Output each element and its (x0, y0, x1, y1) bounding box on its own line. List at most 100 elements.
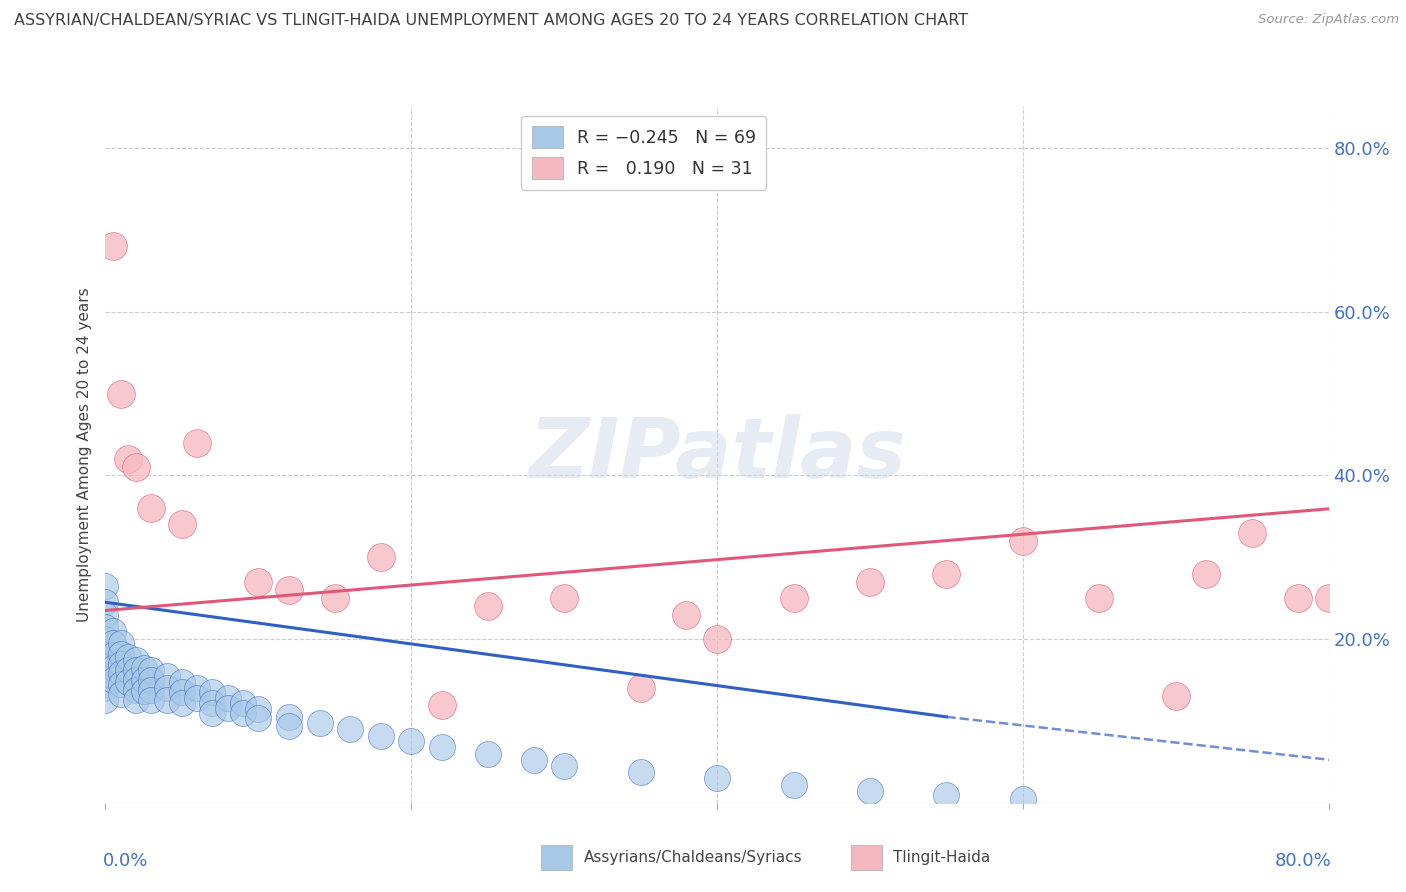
Point (217, 691, 239, 706)
Point (706, 771, 728, 785)
Point (201, 696, 224, 710)
Point (1241, 525, 1264, 540)
Point (278, 582, 301, 597)
Point (101, 624, 124, 638)
Point (1195, 566, 1218, 581)
Text: 80.0%: 80.0% (1274, 852, 1331, 870)
Point (1164, 690, 1187, 704)
Y-axis label: Unemployment Among Ages 20 to 24 years: Unemployment Among Ages 20 to 24 years (76, 287, 91, 623)
Point (110, 636, 132, 650)
Point (94, 644, 117, 658)
Text: ASSYRIAN/CHALDEAN/SYRIAC VS TLINGIT-HAIDA UNEMPLOYMENT AMONG AGES 20 TO 24 YEARS: ASSYRIAN/CHALDEAN/SYRIAC VS TLINGIT-HAID… (14, 13, 969, 29)
Point (1317, 591, 1340, 606)
Point (170, 517, 193, 532)
Text: Source: ZipAtlas.com: Source: ZipAtlas.com (1258, 13, 1399, 27)
Point (94, 595, 117, 609)
Text: Assyrians/Chaldeans/Syriacs: Assyrians/Chaldeans/Syriacs (583, 850, 801, 864)
Point (110, 687, 132, 701)
Point (141, 501, 163, 516)
Point (278, 710, 301, 724)
Point (117, 663, 139, 677)
Point (247, 711, 270, 725)
Point (94, 632, 117, 646)
Point (110, 657, 132, 671)
Point (141, 693, 163, 707)
Point (125, 652, 148, 666)
Point (232, 696, 254, 710)
Point (247, 574, 270, 589)
Point (101, 661, 124, 675)
Point (935, 566, 957, 581)
Point (101, 239, 124, 253)
Point (94, 693, 117, 707)
Point (101, 648, 124, 663)
Point (110, 677, 132, 691)
Point (132, 673, 155, 687)
Point (706, 632, 728, 646)
Point (553, 591, 575, 606)
Point (430, 740, 453, 755)
Point (553, 759, 575, 773)
Point (125, 460, 148, 475)
Point (1348, 574, 1371, 589)
Point (170, 696, 193, 710)
Point (370, 550, 392, 565)
Point (117, 674, 139, 689)
Point (155, 692, 177, 706)
Point (132, 684, 155, 698)
Point (101, 673, 124, 687)
Point (94, 657, 117, 671)
Point (141, 673, 163, 687)
Point (782, 591, 804, 606)
Point (117, 452, 139, 467)
Point (630, 764, 652, 779)
Point (308, 715, 330, 730)
Point (247, 701, 270, 715)
Point (132, 661, 155, 675)
Point (477, 599, 499, 614)
Point (170, 685, 193, 699)
Point (110, 386, 132, 401)
Point (430, 698, 453, 712)
Point (1011, 791, 1033, 805)
Point (1011, 533, 1033, 548)
Point (782, 778, 804, 792)
Point (94, 681, 117, 696)
Point (859, 574, 882, 589)
Point (201, 706, 224, 720)
Point (125, 663, 148, 677)
Point (401, 734, 423, 748)
Point (110, 647, 132, 661)
Point (141, 682, 163, 697)
Point (477, 747, 499, 761)
Point (94, 607, 117, 622)
Point (1286, 591, 1309, 606)
Point (94, 669, 117, 683)
Point (186, 691, 208, 706)
Point (935, 788, 957, 802)
Point (141, 663, 163, 677)
Point (110, 666, 132, 681)
Point (630, 681, 652, 696)
Point (370, 729, 392, 743)
Point (155, 669, 177, 683)
Point (339, 722, 361, 736)
Point (94, 579, 117, 593)
Point (232, 706, 254, 720)
Text: ZIPatlas: ZIPatlas (529, 415, 905, 495)
Point (101, 636, 124, 650)
Point (155, 681, 177, 696)
Point (201, 685, 224, 699)
Point (1088, 591, 1111, 606)
Point (859, 783, 882, 797)
Point (523, 753, 546, 767)
Point (323, 591, 346, 606)
Point (278, 719, 301, 733)
Point (186, 435, 208, 450)
Point (117, 650, 139, 665)
Point (217, 701, 239, 715)
Point (1393, 435, 1406, 450)
Legend: R = −0.245   N = 69, R =   0.190   N = 31: R = −0.245 N = 69, R = 0.190 N = 31 (522, 116, 766, 190)
Point (125, 673, 148, 687)
Point (1364, 566, 1386, 581)
